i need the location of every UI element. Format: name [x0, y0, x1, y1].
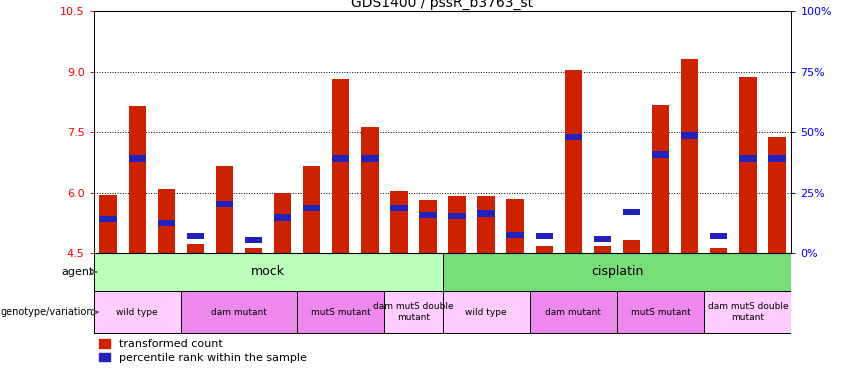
Bar: [443, 291, 529, 333]
Bar: [681, 132, 699, 139]
Bar: [303, 205, 320, 211]
Text: agent: agent: [61, 267, 94, 277]
Legend: transformed count, percentile rank within the sample: transformed count, percentile rank withi…: [100, 339, 307, 363]
Bar: [157, 220, 175, 226]
Bar: [535, 246, 553, 253]
Bar: [100, 195, 117, 253]
Bar: [129, 155, 146, 162]
Bar: [448, 196, 465, 253]
Bar: [297, 291, 385, 333]
Bar: [652, 151, 669, 157]
Bar: [390, 205, 408, 211]
Text: dam mutant: dam mutant: [211, 308, 267, 316]
Bar: [216, 166, 233, 253]
Text: mutS mutant: mutS mutant: [311, 308, 371, 316]
Bar: [535, 233, 553, 239]
Text: genotype/variation: genotype/variation: [1, 307, 94, 317]
Bar: [420, 211, 437, 218]
Bar: [245, 248, 262, 253]
Bar: [390, 190, 408, 253]
Bar: [710, 233, 728, 239]
Bar: [710, 248, 728, 253]
Bar: [274, 214, 291, 221]
Bar: [303, 166, 320, 253]
Bar: [623, 240, 640, 253]
Bar: [245, 237, 262, 243]
Bar: [186, 244, 204, 253]
Bar: [332, 155, 350, 162]
Bar: [739, 76, 757, 253]
Bar: [448, 213, 465, 219]
Text: mock: mock: [251, 266, 285, 278]
Text: cisplatin: cisplatin: [591, 266, 643, 278]
Bar: [565, 134, 582, 140]
Text: wild type: wild type: [117, 308, 158, 316]
Bar: [332, 79, 350, 253]
Bar: [274, 194, 291, 253]
Text: dam mutant: dam mutant: [545, 308, 602, 316]
Title: GDS1400 / pssR_b3763_st: GDS1400 / pssR_b3763_st: [351, 0, 534, 10]
Bar: [506, 199, 524, 253]
Bar: [652, 105, 669, 253]
Bar: [739, 155, 757, 162]
Bar: [186, 233, 204, 239]
Bar: [565, 70, 582, 253]
Bar: [477, 196, 494, 253]
Bar: [768, 137, 785, 253]
Bar: [129, 106, 146, 253]
Bar: [681, 59, 699, 253]
Text: dam mutS double
mutant: dam mutS double mutant: [373, 303, 454, 322]
Bar: [477, 210, 494, 217]
Bar: [94, 291, 181, 333]
Bar: [157, 189, 175, 253]
Bar: [443, 253, 791, 291]
Bar: [361, 155, 379, 162]
Bar: [594, 236, 611, 242]
Bar: [617, 291, 704, 333]
Bar: [506, 232, 524, 238]
Bar: [705, 291, 791, 333]
Bar: [623, 209, 640, 215]
Text: dam mutS double
mutant: dam mutS double mutant: [707, 303, 788, 322]
Text: mutS mutant: mutS mutant: [631, 308, 690, 316]
Bar: [594, 246, 611, 253]
Text: wild type: wild type: [465, 308, 507, 316]
Bar: [216, 201, 233, 207]
Bar: [420, 200, 437, 253]
Bar: [100, 216, 117, 222]
Bar: [768, 155, 785, 162]
Bar: [385, 291, 443, 333]
Bar: [529, 291, 617, 333]
Bar: [94, 253, 443, 291]
Bar: [180, 291, 297, 333]
Bar: [361, 128, 379, 253]
